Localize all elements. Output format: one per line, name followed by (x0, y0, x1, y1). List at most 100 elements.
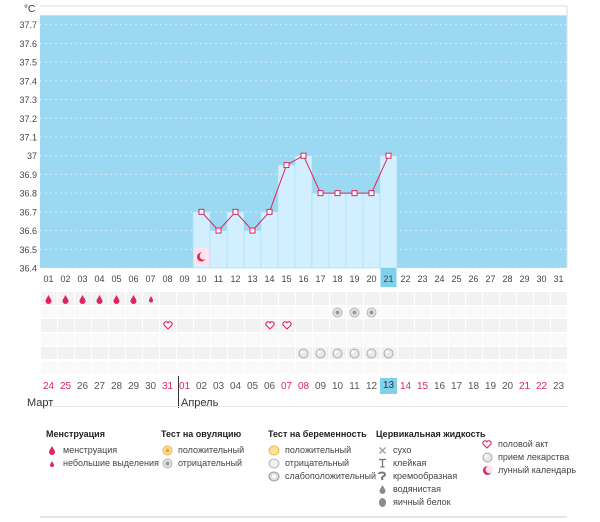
grid-cell[interactable] (312, 319, 329, 333)
grid-cell[interactable] (516, 346, 533, 360)
grid-cell[interactable] (159, 292, 176, 305)
grid-cell[interactable] (210, 360, 227, 374)
grid-cell[interactable] (108, 333, 125, 346)
grid-cell[interactable] (380, 360, 397, 374)
grid-cell[interactable] (329, 292, 346, 305)
grid-cell[interactable] (295, 292, 312, 305)
grid-cell[interactable] (57, 333, 74, 346)
grid-cell[interactable] (465, 305, 482, 319)
grid-cell[interactable] (465, 333, 482, 346)
grid-cell[interactable] (244, 346, 261, 360)
grid-cell[interactable] (40, 346, 57, 360)
grid-cell[interactable] (244, 333, 261, 346)
grid-cell[interactable] (40, 333, 57, 346)
grid-cell[interactable] (499, 333, 516, 346)
grid-cell[interactable] (91, 333, 108, 346)
grid-cell[interactable] (74, 360, 91, 374)
grid-cell[interactable] (210, 333, 227, 346)
grid-cell[interactable] (363, 333, 380, 346)
grid-cell[interactable] (142, 346, 159, 360)
grid-cell[interactable] (227, 292, 244, 305)
grid-cell[interactable] (550, 346, 567, 360)
grid-cell[interactable] (482, 319, 499, 333)
grid-cell[interactable] (91, 346, 108, 360)
grid-cell[interactable] (193, 319, 210, 333)
grid-cell[interactable] (516, 292, 533, 305)
grid-cell[interactable] (363, 292, 380, 305)
grid-cell[interactable] (125, 333, 142, 346)
grid-cell[interactable] (465, 360, 482, 374)
grid-cell[interactable] (244, 292, 261, 305)
grid-cell[interactable] (244, 305, 261, 319)
grid-cell[interactable] (448, 305, 465, 319)
grid-cell[interactable] (57, 305, 74, 319)
grid-cell[interactable] (533, 360, 550, 374)
grid-cell[interactable] (227, 319, 244, 333)
grid-cell[interactable] (176, 346, 193, 360)
grid-cell[interactable] (91, 305, 108, 319)
grid-cell[interactable] (397, 360, 414, 374)
grid-cell[interactable] (74, 305, 91, 319)
grid-cell[interactable] (244, 319, 261, 333)
grid-cell[interactable] (312, 305, 329, 319)
grid-cell[interactable] (516, 333, 533, 346)
grid-cell[interactable] (397, 333, 414, 346)
grid-cell[interactable] (159, 333, 176, 346)
grid-cell[interactable] (74, 333, 91, 346)
grid-cell[interactable] (431, 333, 448, 346)
grid-cell[interactable] (244, 360, 261, 374)
grid-cell[interactable] (312, 292, 329, 305)
grid-cell[interactable] (380, 292, 397, 305)
grid-cell[interactable] (482, 346, 499, 360)
grid-cell[interactable] (550, 333, 567, 346)
grid-cell[interactable] (261, 305, 278, 319)
grid-cell[interactable] (414, 292, 431, 305)
grid-cell[interactable] (261, 292, 278, 305)
grid-cell[interactable] (108, 360, 125, 374)
grid-cell[interactable] (295, 333, 312, 346)
grid-cell[interactable] (329, 333, 346, 346)
grid-cell[interactable] (363, 319, 380, 333)
grid-cell[interactable] (431, 346, 448, 360)
grid-cell[interactable] (448, 292, 465, 305)
grid-cell[interactable] (499, 292, 516, 305)
grid-cell[interactable] (40, 319, 57, 333)
grid-cell[interactable] (210, 305, 227, 319)
grid-cell[interactable] (431, 319, 448, 333)
grid-cell[interactable] (465, 319, 482, 333)
grid-cell[interactable] (363, 360, 380, 374)
grid-cell[interactable] (125, 319, 142, 333)
grid-cell[interactable] (227, 346, 244, 360)
grid-cell[interactable] (414, 346, 431, 360)
grid-cell[interactable] (329, 319, 346, 333)
grid-cell[interactable] (74, 346, 91, 360)
grid-cell[interactable] (278, 305, 295, 319)
grid-cell[interactable] (380, 333, 397, 346)
grid-cell[interactable] (380, 305, 397, 319)
grid-cell[interactable] (108, 305, 125, 319)
grid-cell[interactable] (176, 292, 193, 305)
grid-cell[interactable] (193, 305, 210, 319)
grid-cell[interactable] (176, 333, 193, 346)
grid-cell[interactable] (227, 305, 244, 319)
grid-cell[interactable] (159, 360, 176, 374)
grid-cell[interactable] (414, 333, 431, 346)
grid-cell[interactable] (227, 333, 244, 346)
grid-cell[interactable] (397, 319, 414, 333)
grid-cell[interactable] (533, 319, 550, 333)
grid-cell[interactable] (499, 360, 516, 374)
grid-cell[interactable] (193, 360, 210, 374)
grid-cell[interactable] (57, 360, 74, 374)
grid-cell[interactable] (142, 333, 159, 346)
grid-cell[interactable] (261, 333, 278, 346)
grid-cell[interactable] (91, 319, 108, 333)
grid-cell[interactable] (312, 360, 329, 374)
grid-cell[interactable] (499, 305, 516, 319)
grid-cell[interactable] (397, 346, 414, 360)
grid-cell[interactable] (261, 360, 278, 374)
grid-cell[interactable] (516, 305, 533, 319)
grid-cell[interactable] (193, 333, 210, 346)
grid-cell[interactable] (57, 319, 74, 333)
grid-cell[interactable] (482, 292, 499, 305)
grid-cell[interactable] (397, 292, 414, 305)
